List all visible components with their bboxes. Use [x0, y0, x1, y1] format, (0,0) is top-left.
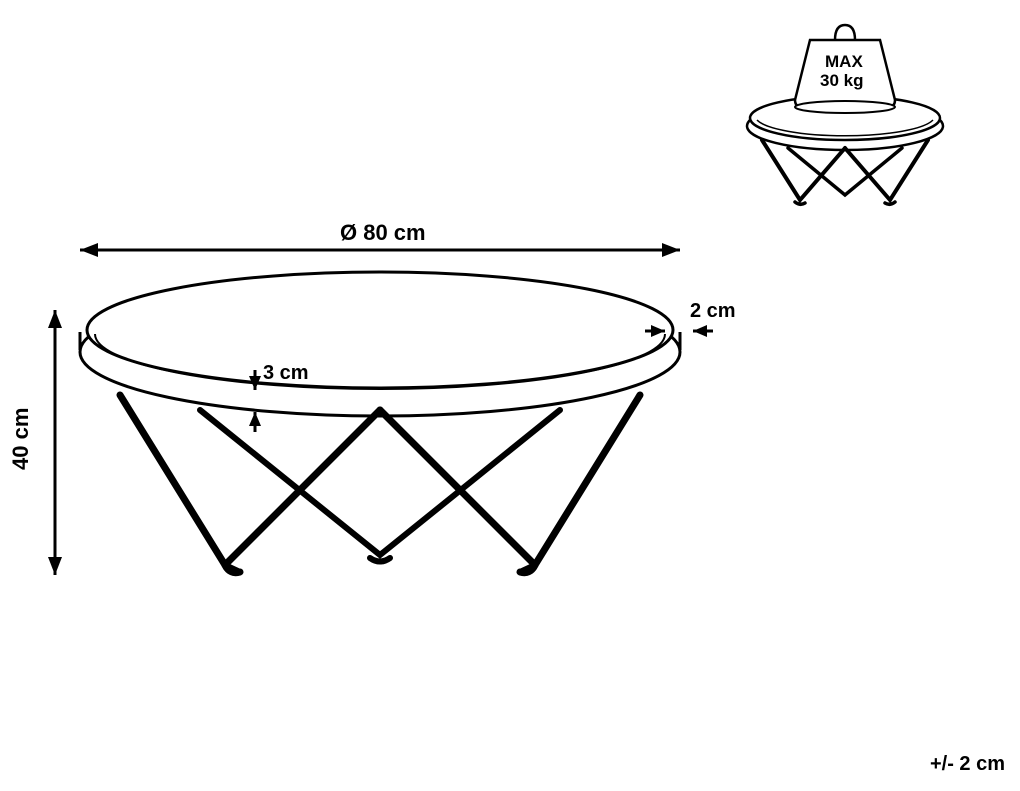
rim-thickness-dimension-arrow: [249, 370, 261, 432]
diagram-svg: [0, 0, 1020, 791]
max-load-label-line2: 30 kg: [820, 71, 863, 91]
max-load-label-line1: MAX: [825, 52, 863, 72]
tolerance-label: +/- 2 cm: [930, 753, 1005, 776]
diameter-label: Ø 80 cm: [340, 220, 426, 246]
rim-width-label: 2 cm: [690, 300, 736, 323]
rim-thickness-label: 3 cm: [263, 362, 309, 385]
main-table-illustration: [80, 272, 680, 573]
technical-diagram: Ø 80 cm 40 cm 3 cm 2 cm +/- 2 cm MAX 30 …: [0, 0, 1020, 791]
height-dimension-arrow: [48, 310, 62, 575]
height-label: 40 cm: [8, 408, 34, 470]
